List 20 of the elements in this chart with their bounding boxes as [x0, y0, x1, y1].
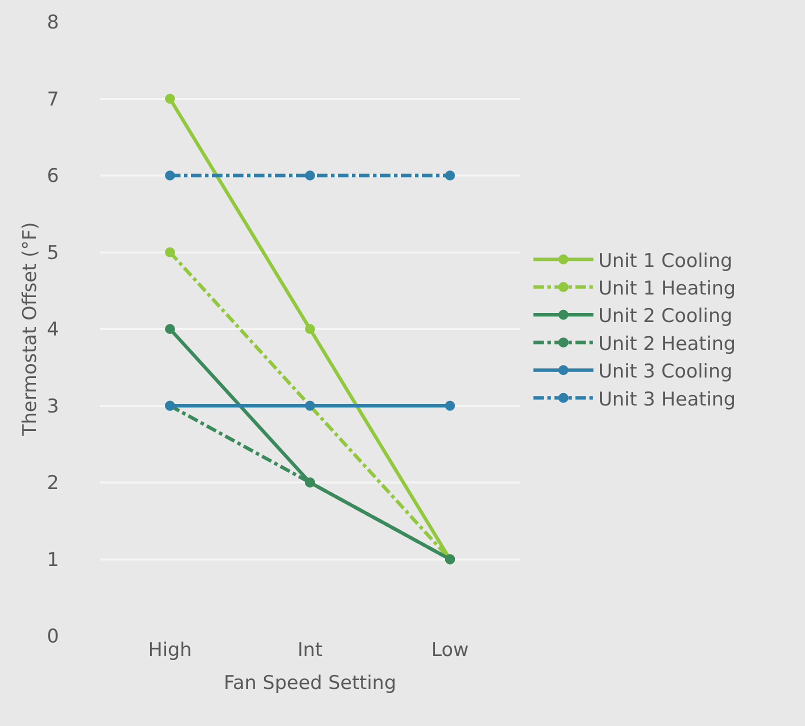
y-tick-label: 6	[46, 165, 59, 188]
y-axis-title: Thermostat Offset (°F)	[18, 222, 41, 437]
y-tick-label: 1	[46, 548, 59, 571]
y-tick-label: 3	[46, 395, 59, 418]
x-axis-title: Fan Speed Setting	[224, 672, 396, 694]
legend-label: Unit 1 Cooling	[598, 250, 732, 272]
legend-label: Unit 3 Cooling	[598, 360, 732, 383]
y-tick-label: 8	[46, 12, 59, 34]
y-tick-label: 2	[46, 472, 59, 494]
legend-label: Unit 1 Heating	[598, 277, 736, 300]
y-tick-label: 0	[46, 626, 59, 648]
y-tick-label: 5	[46, 242, 59, 264]
x-tick-label: Int	[297, 639, 323, 661]
legend-label: Unit 3 Heating	[598, 388, 736, 410]
x-tick-label: High	[148, 639, 192, 661]
x-tick-label: Low	[431, 639, 469, 661]
legend-label: Unit 2 Heating	[598, 332, 736, 355]
legend-label: Unit 2 Cooling	[598, 305, 732, 328]
y-tick-label: 4	[46, 318, 59, 341]
y-tick-label: 7	[46, 88, 59, 110]
